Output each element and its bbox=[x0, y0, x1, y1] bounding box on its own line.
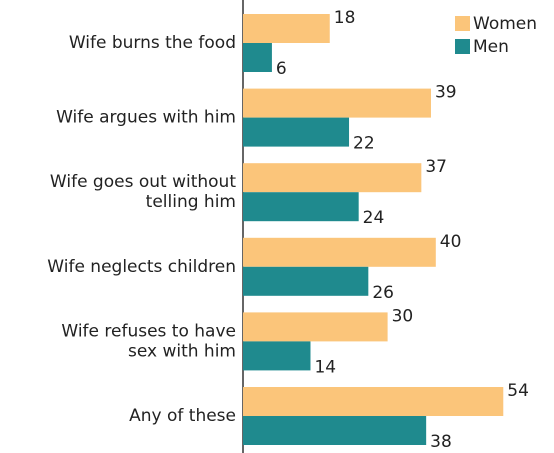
bar bbox=[243, 88, 431, 118]
bar bbox=[243, 237, 436, 267]
category-label: Wife argues with him bbox=[56, 108, 236, 128]
category-label: Wife neglects children bbox=[47, 257, 236, 277]
bar bbox=[243, 416, 427, 445]
value-label: 22 bbox=[353, 134, 375, 154]
category-label: Any of these bbox=[129, 406, 236, 426]
value-label: 14 bbox=[314, 357, 336, 377]
bar bbox=[243, 43, 272, 72]
value-label: 26 bbox=[372, 283, 394, 303]
category-label: Wife burns the food bbox=[69, 33, 236, 53]
value-label: 39 bbox=[435, 83, 457, 103]
legend-label: Women bbox=[473, 14, 537, 34]
value-label: 40 bbox=[440, 232, 462, 252]
bar bbox=[243, 341, 311, 371]
value-label: 54 bbox=[507, 381, 529, 401]
value-label: 38 bbox=[430, 432, 452, 452]
category-label: Wife refuses to have bbox=[61, 321, 236, 341]
value-label: 24 bbox=[363, 208, 385, 228]
legend-label: Men bbox=[473, 37, 509, 57]
bar bbox=[243, 14, 330, 43]
legend-swatch bbox=[455, 16, 470, 31]
bar bbox=[243, 163, 422, 193]
bar bbox=[243, 387, 504, 416]
bar bbox=[243, 312, 388, 342]
value-label: 30 bbox=[392, 306, 414, 326]
bar bbox=[243, 266, 369, 296]
value-label: 6 bbox=[276, 59, 287, 79]
bar bbox=[243, 192, 359, 222]
value-label: 18 bbox=[334, 8, 356, 28]
legend-swatch bbox=[455, 39, 470, 54]
bar bbox=[243, 117, 350, 147]
category-label: Wife goes out without bbox=[50, 172, 236, 192]
category-label: telling him bbox=[146, 192, 236, 212]
category-label: sex with him bbox=[128, 341, 236, 361]
value-label: 37 bbox=[425, 157, 447, 177]
